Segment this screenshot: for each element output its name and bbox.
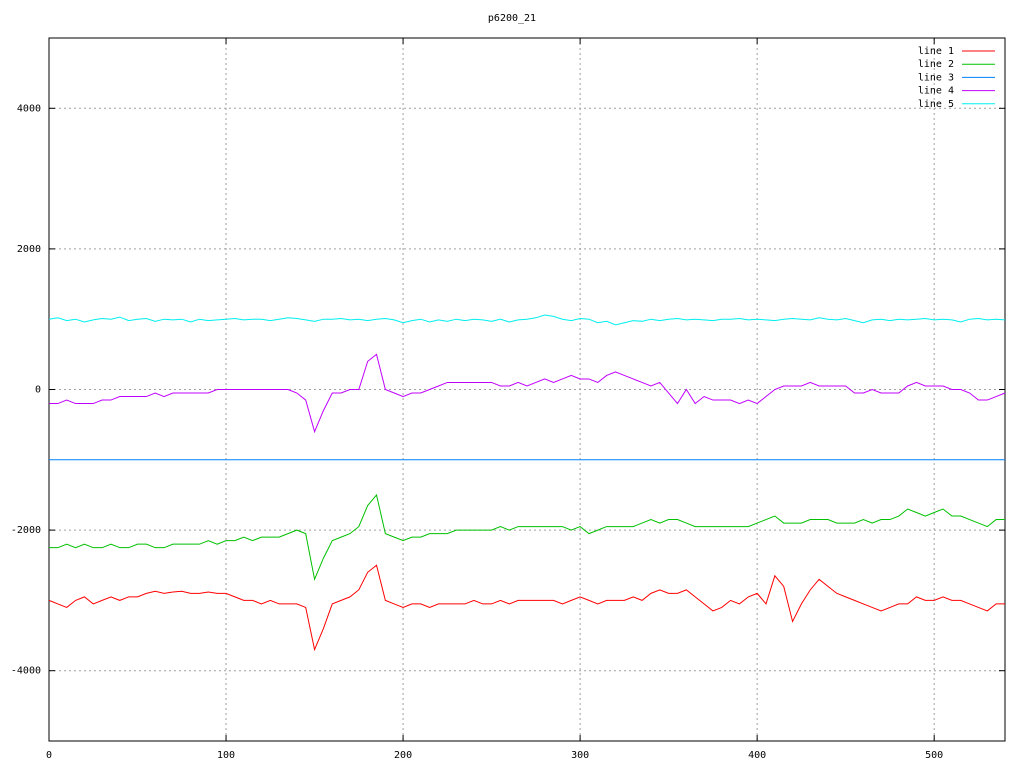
x-tick-label: 400: [748, 750, 766, 761]
y-tick-label: -4000: [11, 666, 41, 677]
x-tick-label: 200: [394, 750, 412, 761]
series-line: [49, 353, 1006, 434]
y-tick-label: 0: [35, 385, 41, 396]
series-line: [48, 564, 1005, 652]
chart-title: p6200_21: [488, 13, 536, 24]
plot-frame: [48, 37, 1006, 742]
x-tick-label: 500: [925, 750, 943, 761]
x-tick-label: 300: [571, 750, 589, 761]
legend-label: line 1: [918, 46, 954, 57]
y-tick-label: 4000: [17, 103, 41, 114]
y-tick-label: 2000: [17, 244, 41, 255]
x-tick-label: 100: [217, 750, 235, 761]
x-tick-label: 0: [46, 750, 52, 761]
legend-label: line 4: [918, 86, 954, 97]
y-tick-label: -2000: [11, 525, 41, 536]
series-line: [49, 493, 1005, 582]
legend-label: line 3: [918, 72, 954, 83]
series-line: [48, 314, 1006, 326]
legend-label: line 2: [918, 59, 954, 70]
legend-label: line 5: [918, 99, 954, 110]
